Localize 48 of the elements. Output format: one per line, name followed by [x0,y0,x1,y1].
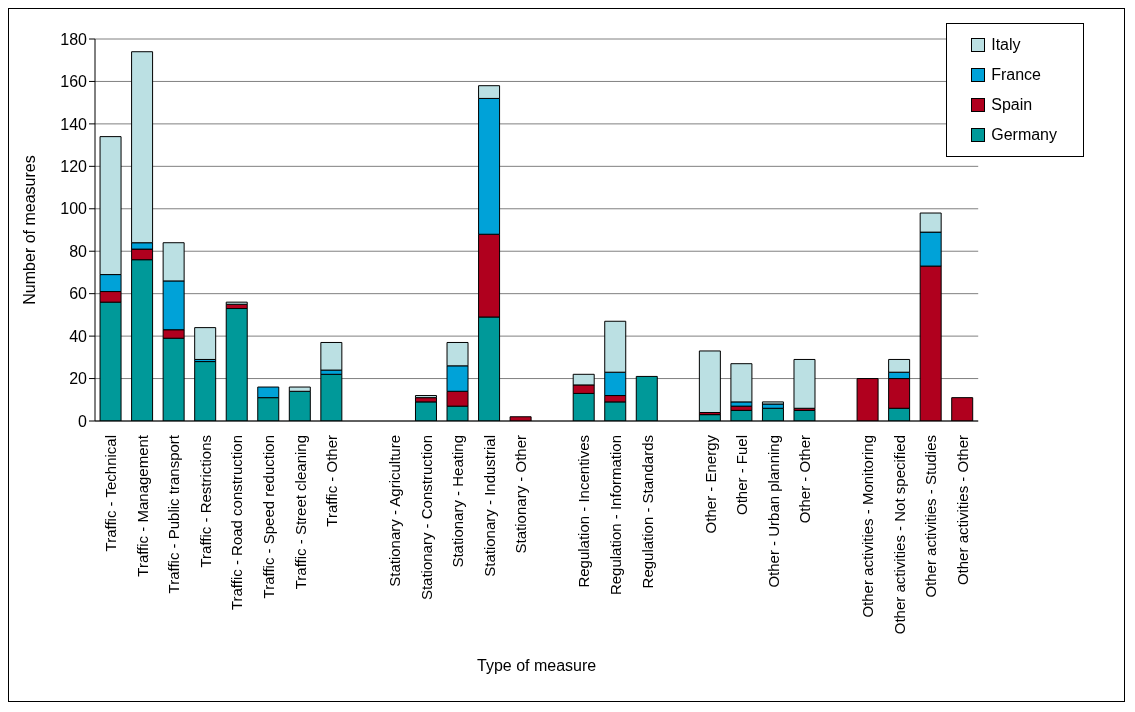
bar [730,363,753,403]
x-tick-label: Traffic - Management [133,434,151,577]
y-tick-label: 100 [60,200,88,218]
y-tick-label: 0 [78,412,88,430]
x-tick-label: Stationary - Construction [417,435,435,601]
x-tick-label: Stationary - Heating [449,435,467,568]
x-tick-label: Stationary - Other [512,435,530,554]
y-tick-label: 180 [60,30,88,48]
legend-label: France [991,66,1041,84]
x-tick-label: Other activities - Monitoring [859,435,877,618]
x-tick-label: Traffic - Road construction [228,435,246,611]
y-tick-label: 20 [69,370,88,388]
legend-label: Germany [991,126,1057,144]
y-tick-label: 60 [69,285,88,303]
x-tick-label: Traffic - Street cleaning [291,435,309,590]
bar [194,327,217,360]
bar [225,301,248,305]
x-tick-label: Other activities - Other [953,435,971,586]
y-axis-title: Number of measures [20,155,38,305]
x-tick-label: Regulation - Information [606,435,624,596]
x-tick-label: Regulation - Incentives [575,435,593,588]
bar [761,401,784,405]
x-tick-label: Other activities - Not specified [890,435,908,635]
x-tick-label: Other - Other [796,435,814,524]
legend-label: Italy [991,36,1021,54]
x-tick-label: Other - Energy [701,434,719,534]
x-tick-label: Other - Urban planning [764,435,782,588]
x-tick-label: Regulation - Standards [638,435,656,589]
x-tick-label: Stationary - Industrial [480,435,498,577]
x-tick-label: Traffic - Technical [102,435,120,552]
bar [414,395,437,399]
y-tick-label: 120 [60,158,88,176]
bar [320,341,343,371]
bar [698,350,721,414]
y-tick-label: 140 [60,115,88,133]
x-tick-label: Other activities - Studies [922,435,940,598]
y-tick-label: 160 [60,73,88,91]
y-tick-label: 40 [69,327,88,345]
legend-label: Spain [991,96,1033,114]
x-axis-title: Type of measure [477,657,597,674]
x-tick-label: Traffic - Speed reduction [259,435,277,599]
x-tick-label: Other - Fuel [733,435,751,516]
x-tick-label: Traffic - Other [323,435,341,527]
bar [793,358,816,409]
x-tick-label: Stationary - Agriculture [386,435,404,587]
x-tick-label: Traffic - Restrictions [196,435,214,568]
y-tick-label: 80 [69,242,88,260]
x-tick-label: Traffic - Public transport [165,434,183,594]
